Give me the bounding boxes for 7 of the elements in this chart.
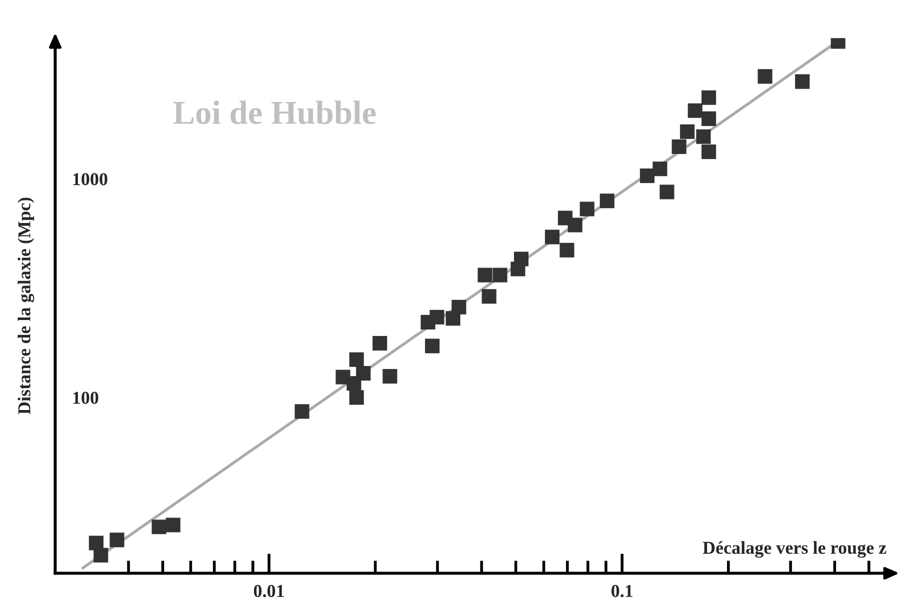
y-tick-label: 1000 bbox=[73, 173, 108, 186]
annotation: Loi de Hubble bbox=[173, 100, 376, 124]
x-tick-label: 0.01 bbox=[254, 584, 284, 598]
y-tick-label: 100 bbox=[73, 392, 98, 404]
y-axis-title: Distance de la galaxie (Mpc) bbox=[18, 198, 34, 414]
x-tick-label: 0.1 bbox=[612, 584, 632, 598]
x-axis-title: Décalage vers le rouge z bbox=[702, 541, 886, 558]
